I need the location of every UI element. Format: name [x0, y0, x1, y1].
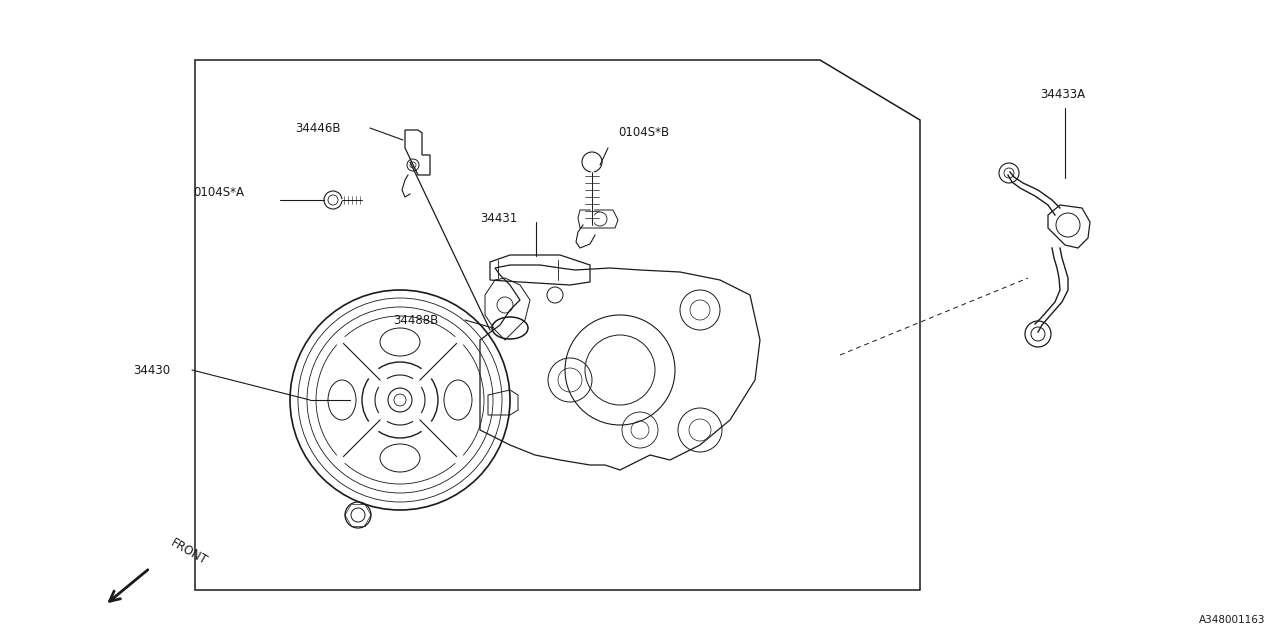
Circle shape: [547, 287, 563, 303]
Circle shape: [388, 388, 412, 412]
Ellipse shape: [380, 328, 420, 356]
Text: 34430: 34430: [133, 364, 170, 376]
Ellipse shape: [380, 444, 420, 472]
Ellipse shape: [444, 380, 472, 420]
Text: 34433A: 34433A: [1039, 88, 1085, 102]
Ellipse shape: [328, 380, 356, 420]
Text: 34446B: 34446B: [294, 122, 340, 134]
Text: 34431: 34431: [480, 211, 517, 225]
Text: A348001163: A348001163: [1198, 615, 1265, 625]
Text: 0104S*A: 0104S*A: [193, 186, 244, 198]
Text: 0104S*B: 0104S*B: [618, 125, 669, 138]
Text: FRONT: FRONT: [168, 536, 209, 568]
Text: 34488B: 34488B: [393, 314, 438, 326]
